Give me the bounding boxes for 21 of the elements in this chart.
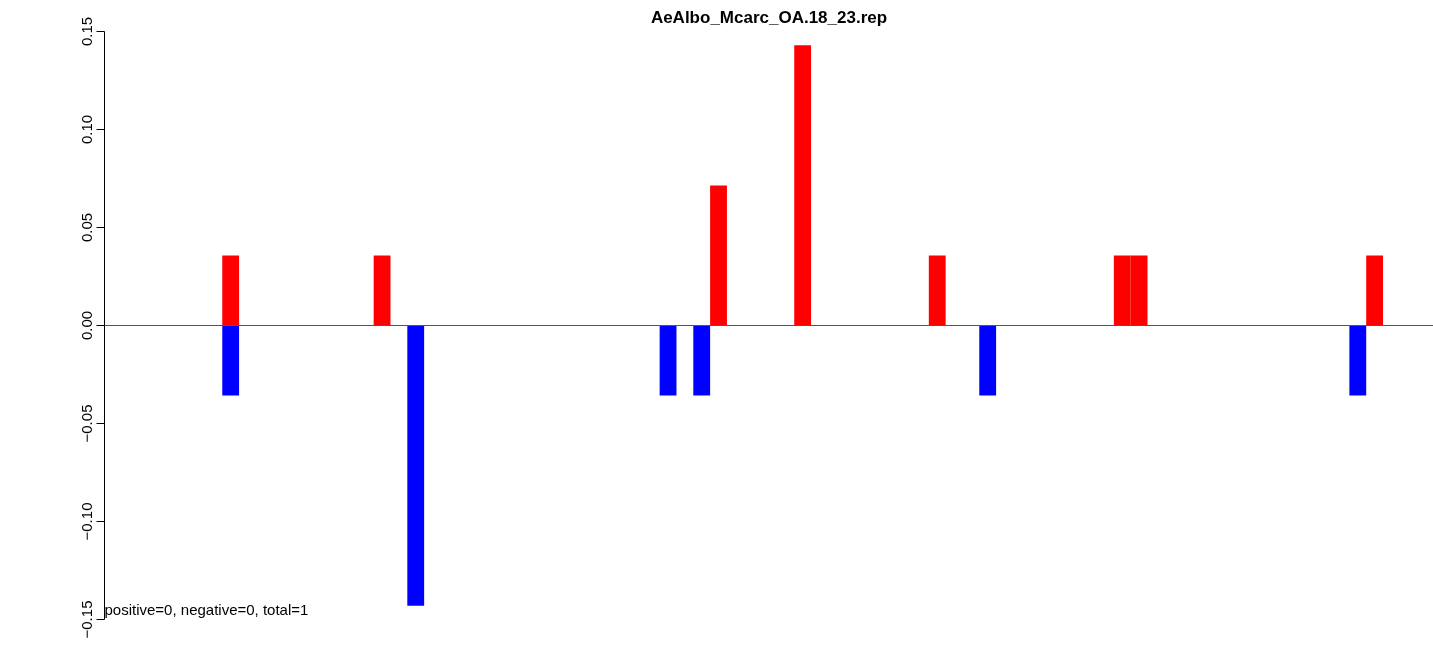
y-tick-label: −0.10 bbox=[77, 502, 95, 541]
bar bbox=[407, 325, 425, 606]
y-tick-label: 0.10 bbox=[77, 114, 95, 145]
annotation: positive=0, negative=0, total=1 bbox=[104, 600, 309, 618]
bar bbox=[693, 325, 711, 396]
chart-title: AeAlbo_Mcarc_OA.18_23.rep bbox=[650, 7, 888, 27]
bar bbox=[1349, 325, 1367, 396]
bar bbox=[222, 325, 240, 396]
bar bbox=[794, 45, 812, 326]
y-tick-label: −0.05 bbox=[77, 404, 95, 443]
y-tick-label: 0.05 bbox=[77, 212, 95, 243]
bar bbox=[373, 255, 391, 326]
bar bbox=[1366, 255, 1384, 326]
bar bbox=[710, 185, 727, 326]
y-tick-label: −0.15 bbox=[77, 600, 95, 639]
y-tick-label: 0.00 bbox=[77, 310, 95, 341]
bar bbox=[222, 255, 240, 326]
bar bbox=[659, 325, 677, 396]
y-tick-label: 0.15 bbox=[77, 16, 95, 47]
bar bbox=[928, 255, 946, 326]
bar bbox=[979, 325, 997, 396]
